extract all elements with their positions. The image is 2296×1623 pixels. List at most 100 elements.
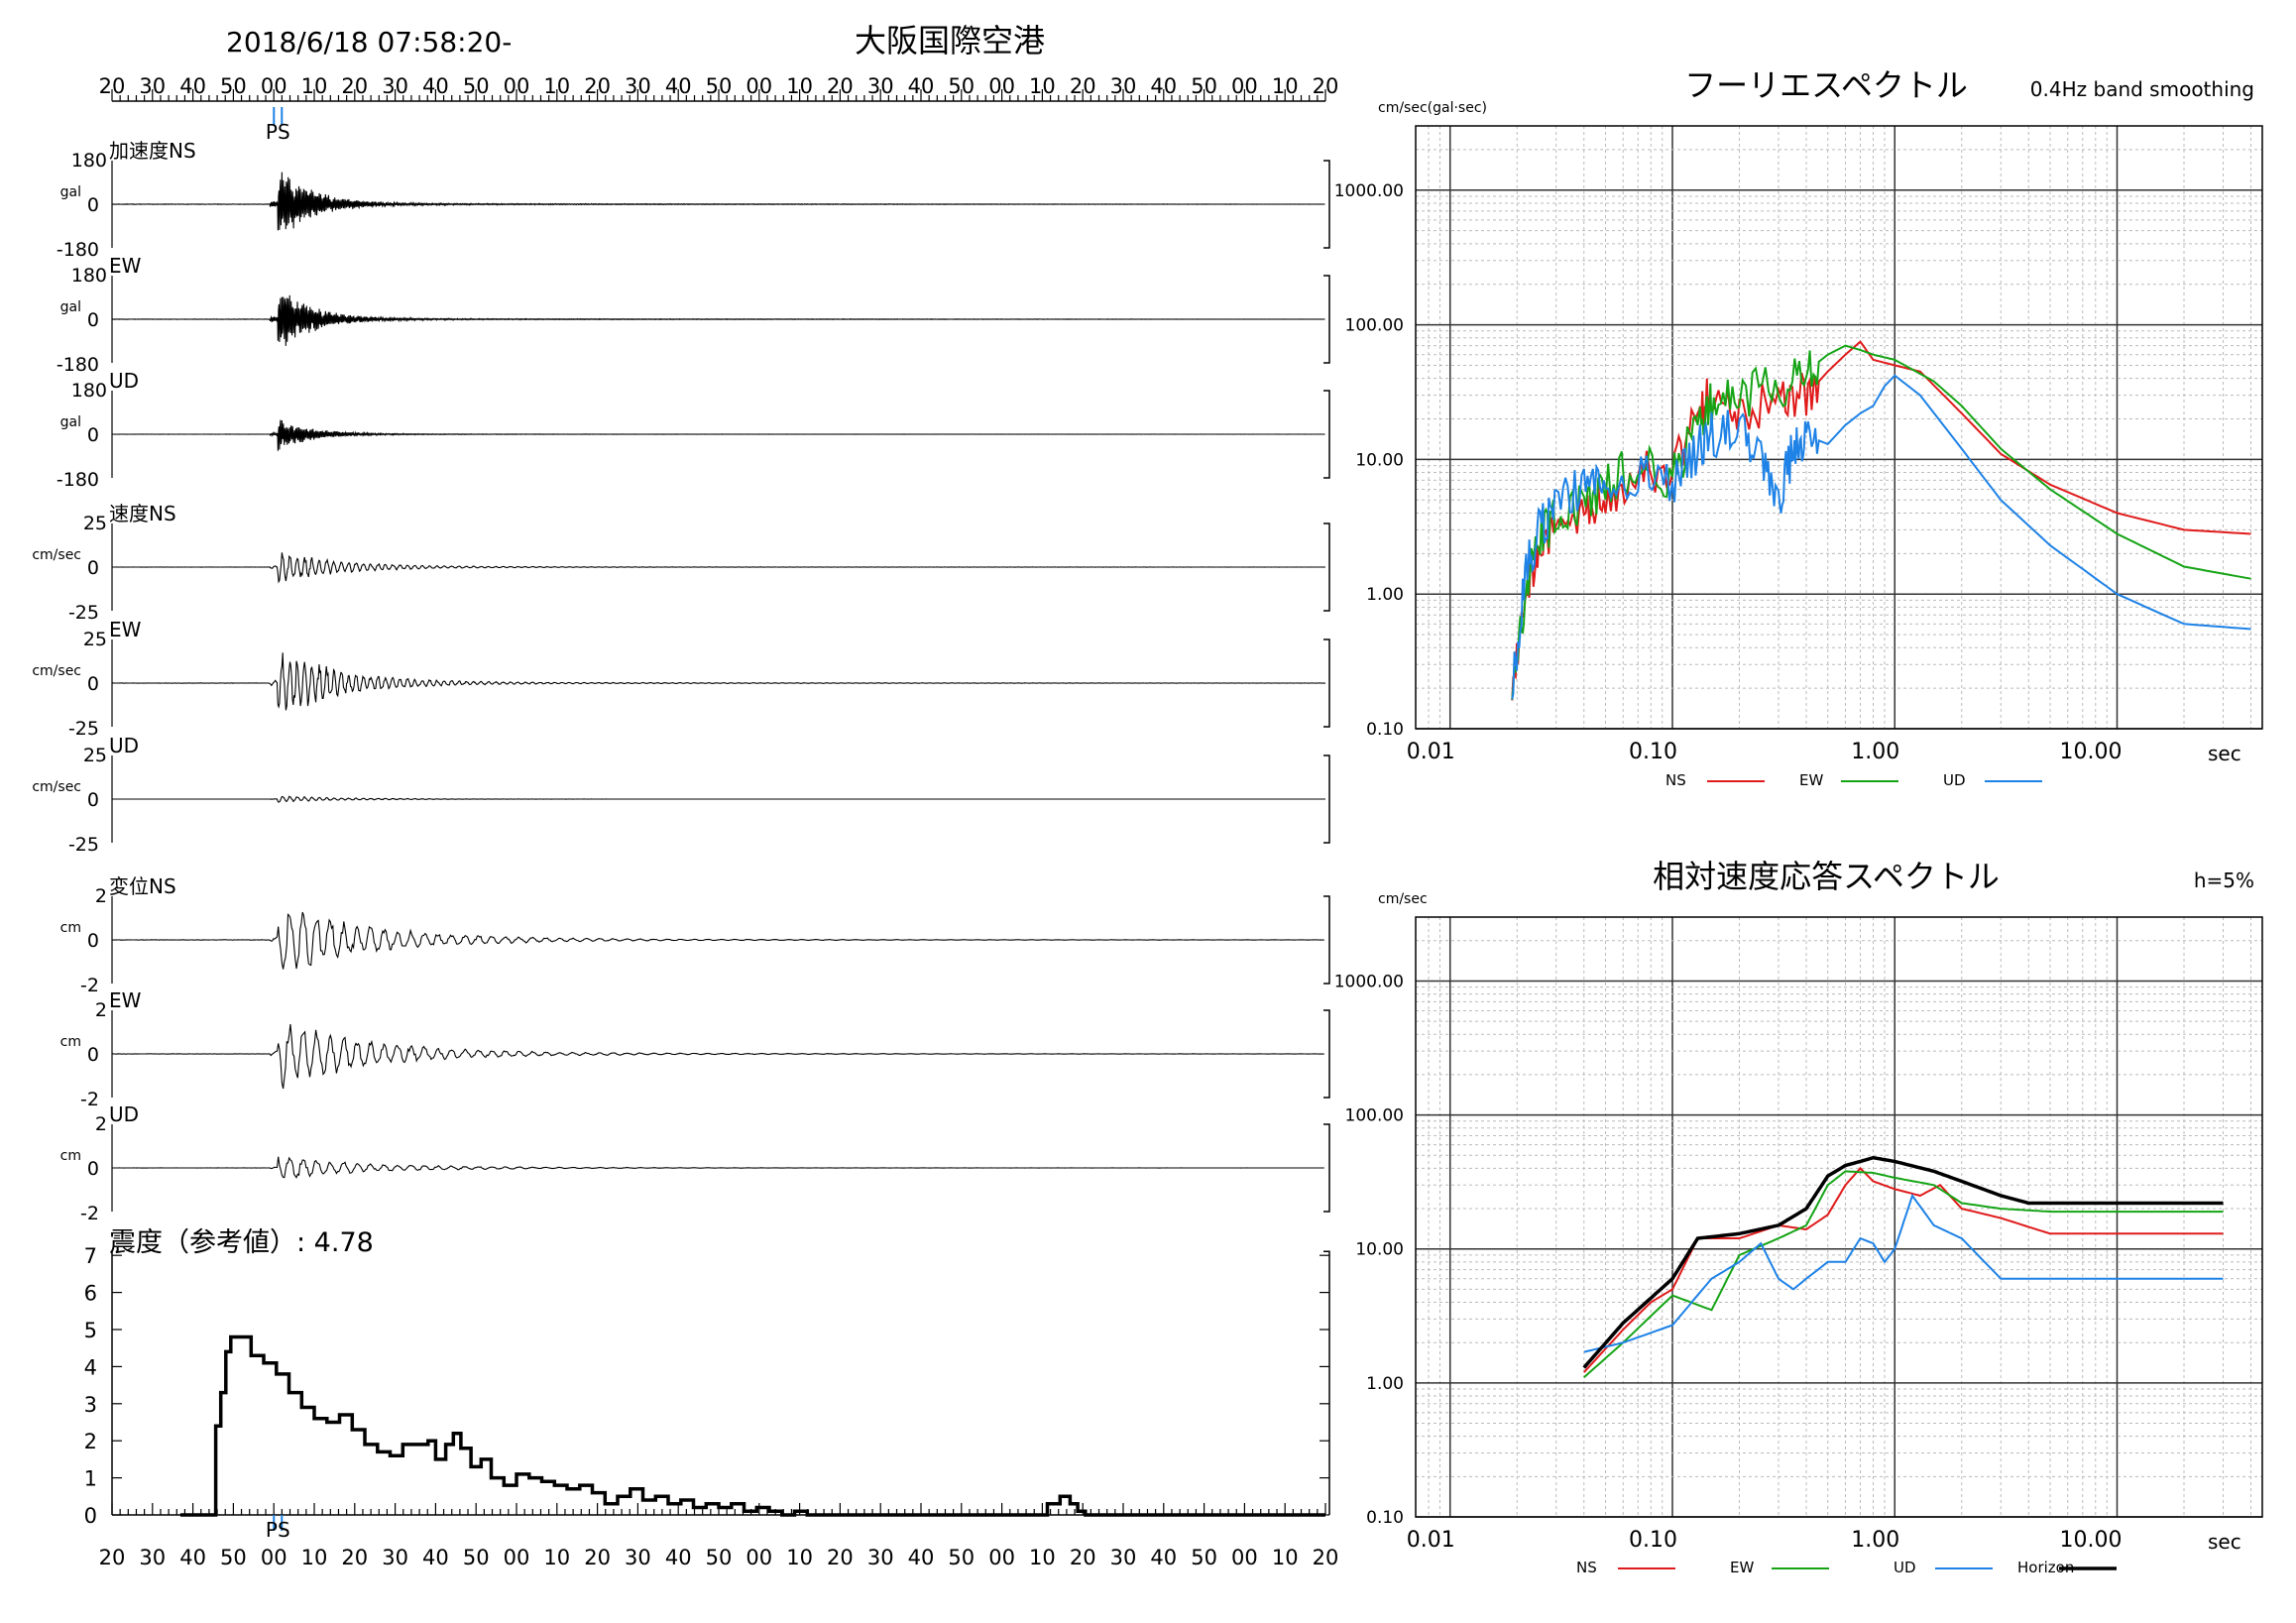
top-time-tick-label: 10 [301,74,328,98]
y-tick-label: -2 [80,975,99,996]
x-tick-label: 0.01 [1407,740,1455,764]
bottom-time-tick-label: 20 [1070,1546,1096,1569]
y-tick-label: -25 [68,834,99,856]
top-time-tick-label: 40 [1150,74,1177,98]
waveform-trace [111,911,1324,970]
y-tick-label: -180 [57,239,99,261]
y-axis-label: cm/sec(gal·sec) [1378,100,1487,116]
intensity-y-tick-label: 7 [84,1244,97,1268]
bottom-time-tick-label: 00 [261,1546,287,1569]
waveform-trace [112,552,1325,584]
waveform-trace [111,652,1326,711]
top-time-tick-label: 30 [382,74,408,98]
bottom-time-tick-label: 00 [988,1546,1015,1569]
plot-frame [1415,125,2263,730]
intensity-frame [1323,1250,1330,1515]
intensity-y-tick-label: 0 [84,1504,97,1528]
series-name-label: 速度NS [109,502,176,525]
panel-frame [1323,522,1330,612]
intensity-title: 震度（参考値）: 4.78 [109,1227,374,1258]
bottom-time-tick-label: 50 [220,1546,247,1569]
intensity-curve [179,1334,1325,1517]
top-time-tick-label: 20 [827,74,854,98]
series-name-label: UD [109,369,139,393]
x-tick-label: 0.01 [1407,1528,1455,1553]
bottom-time-tick-label: 30 [382,1546,408,1569]
top-time-tick-label: 20 [1070,74,1096,98]
y-unit-label: gal [60,414,81,430]
bottom-time-tick-label: 00 [746,1546,772,1569]
y-tick-label: 0 [87,789,99,811]
x-tick-label: 0.10 [1629,1528,1677,1553]
top-time-tick-label: 50 [948,74,975,98]
y-tick-label: 1000.00 [1334,972,1404,991]
series-name-label: EW [109,254,142,278]
bottom-time-tick-label: 20 [341,1546,368,1569]
y-unit-label: cm [60,1034,81,1050]
series-name-label: 加速度NS [109,139,196,163]
ps-marker-label: PS [266,120,290,144]
y-tick-label: 1000.00 [1334,181,1404,201]
bottom-time-tick-label: 40 [179,1546,206,1569]
bottom-time-tick-label: 30 [139,1546,166,1569]
waveform-panel: 180 0 -180 gal EW [57,254,1330,376]
top-time-tick-label: 10 [543,74,570,98]
legend-label: EW [1730,1559,1754,1576]
waveform-panel: 180 0 -180 gal 加速度NS [57,139,1330,261]
series-line [1583,1166,2224,1373]
bottom-time-tick-label: 30 [1110,1546,1137,1569]
y-tick-label: 0 [87,673,99,695]
waveform-trace [111,294,1325,346]
bottom-time-tick-label: 00 [504,1546,530,1569]
bottom-time-tick-label: 40 [422,1546,449,1569]
top-time-tick-label: 10 [1029,74,1056,98]
waveform-trace [112,795,1325,803]
waveform-panel: 25 0 -25 cm/sec 速度NS [32,502,1330,624]
panel-frame [1323,895,1330,985]
intensity-y-tick-label: 2 [84,1430,97,1453]
y-tick-label: 100.00 [1345,316,1404,336]
top-time-tick-label: 30 [625,74,651,98]
panel-frame [1323,754,1330,844]
panel-frame [1323,390,1330,479]
panel-frame [1323,1123,1330,1213]
series-name-label: 変位NS [109,874,176,898]
top-time-tick-label: 40 [665,74,692,98]
ps-marker-label: PS [266,1518,290,1542]
panel-frame [1323,1009,1330,1099]
legend-label: Horizon [2017,1559,2074,1576]
waveform-panel: 180 0 -180 gal UD [57,369,1330,491]
y-tick-label: 1.00 [1366,1374,1404,1394]
y-tick-label: 180 [71,265,107,287]
bottom-time-tick-label: 50 [463,1546,490,1569]
y-tick-label: 100.00 [1345,1106,1404,1126]
bottom-time-tick-label: 30 [867,1546,894,1569]
y-tick-label: 0 [87,930,99,952]
series-line [1583,1170,2224,1379]
intensity-y-tick-label: 6 [84,1282,97,1306]
y-tick-label: 180 [71,150,107,172]
top-time-tick-label: 00 [504,74,530,98]
y-unit-label: gal [60,299,81,315]
y-tick-label: -180 [57,354,99,376]
bottom-time-tick-label: 40 [908,1546,935,1569]
top-time-tick-label: 50 [1191,74,1217,98]
series-name-label: EW [109,618,142,641]
bottom-time-tick-label: 20 [584,1546,611,1569]
bottom-time-tick-label: 40 [665,1546,692,1569]
y-tick-label: -180 [57,469,99,491]
x-axis-label: sec [2208,742,2241,765]
y-tick-label: -2 [80,1203,99,1224]
waveform-trace [111,419,1325,451]
top-time-tick-label: 10 [1272,74,1299,98]
bottom-time-tick-label: 30 [625,1546,651,1569]
x-tick-label: 10.00 [2060,1528,2123,1553]
waveform-panel: 25 0 -25 cm/sec UD [32,734,1330,856]
y-tick-label: 0 [87,309,99,331]
bottom-time-tick-label: 20 [99,1546,126,1569]
y-tick-label: -2 [80,1089,99,1110]
y-tick-label: 2 [95,885,107,907]
y-tick-label: 2 [95,1113,107,1135]
y-tick-label: -25 [68,718,99,740]
